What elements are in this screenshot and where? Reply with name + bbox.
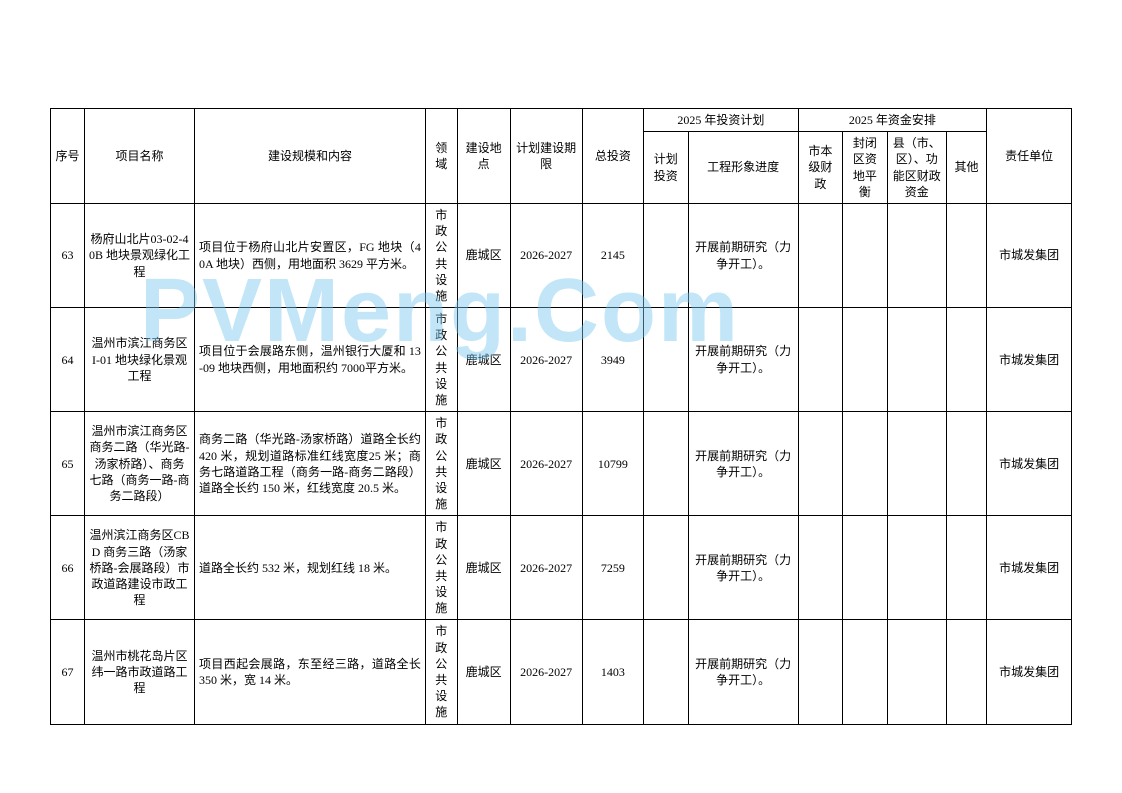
col-content: 建设规模和内容 bbox=[195, 109, 426, 204]
col-resp-unit: 责任单位 bbox=[987, 109, 1072, 204]
cell-location: 鹿城区 bbox=[457, 308, 510, 412]
cell-resp_unit: 市城发集团 bbox=[987, 412, 1072, 516]
col-total-invest: 总投资 bbox=[582, 109, 643, 204]
cell-county_fiscal bbox=[887, 412, 946, 516]
cell-plan_invest bbox=[644, 620, 688, 724]
cell-city_fiscal bbox=[798, 308, 842, 412]
cell-seq: 65 bbox=[51, 412, 85, 516]
cell-name: 温州滨江商务区CBD 商务三路（汤家桥路-会展路段）市政道路建设市政工程 bbox=[84, 516, 194, 620]
cell-location: 鹿城区 bbox=[457, 412, 510, 516]
cell-total_invest: 10799 bbox=[582, 412, 643, 516]
cell-county_fiscal bbox=[887, 203, 946, 307]
cell-closed_land bbox=[843, 412, 887, 516]
table-row: 63杨府山北片03-02-40B 地块景观绿化工程项目位于杨府山北片安置区，FG… bbox=[51, 203, 1072, 307]
cell-location: 鹿城区 bbox=[457, 620, 510, 724]
col-plan-group: 2025 年投资计划 bbox=[644, 109, 799, 132]
cell-domain: 市政公共设施 bbox=[425, 412, 457, 516]
cell-resp_unit: 市城发集团 bbox=[987, 203, 1072, 307]
table-row: 64温州市滨江商务区 I-01 地块绿化景观工程项目位于会展路东侧，温州银行大厦… bbox=[51, 308, 1072, 412]
cell-progress: 开展前期研究（力争开工）。 bbox=[688, 203, 798, 307]
cell-domain: 市政公共设施 bbox=[425, 203, 457, 307]
col-name: 项目名称 bbox=[84, 109, 194, 204]
cell-county_fiscal bbox=[887, 620, 946, 724]
cell-progress: 开展前期研究（力争开工）。 bbox=[688, 412, 798, 516]
cell-progress: 开展前期研究（力争开工）。 bbox=[688, 620, 798, 724]
cell-period: 2026-2027 bbox=[510, 412, 582, 516]
cell-period: 2026-2027 bbox=[510, 308, 582, 412]
cell-other bbox=[946, 308, 986, 412]
cell-city_fiscal bbox=[798, 203, 842, 307]
cell-closed_land bbox=[843, 516, 887, 620]
cell-period: 2026-2027 bbox=[510, 203, 582, 307]
cell-county_fiscal bbox=[887, 308, 946, 412]
col-other: 其他 bbox=[946, 132, 986, 204]
document-page: PVMeng.Com 序号 项目名称 建设规模和内容 领域 建设地点 bbox=[0, 0, 1122, 793]
cell-domain: 市政公共设施 bbox=[425, 620, 457, 724]
cell-progress: 开展前期研究（力争开工）。 bbox=[688, 308, 798, 412]
cell-content: 项目位于杨府山北片安置区，FG 地块（40A 地块）西侧，用地面积 3629 平… bbox=[195, 203, 426, 307]
cell-total_invest: 2145 bbox=[582, 203, 643, 307]
cell-resp_unit: 市城发集团 bbox=[987, 308, 1072, 412]
table-row: 65温州市滨江商务区商务二路（华光路-汤家桥路）、商务七路（商务一路-商务二路段… bbox=[51, 412, 1072, 516]
cell-content: 商务二路（华光路-汤家桥路）道路全长约 420 米，规划道路标准红线宽度25 米… bbox=[195, 412, 426, 516]
cell-other bbox=[946, 620, 986, 724]
cell-seq: 66 bbox=[51, 516, 85, 620]
cell-location: 鹿城区 bbox=[457, 516, 510, 620]
cell-plan_invest bbox=[644, 203, 688, 307]
cell-domain: 市政公共设施 bbox=[425, 308, 457, 412]
col-closed-land: 封闭区资地平衡 bbox=[843, 132, 887, 204]
col-plan-invest: 计划投资 bbox=[644, 132, 688, 204]
cell-closed_land bbox=[843, 308, 887, 412]
cell-name: 温州市滨江商务区 I-01 地块绿化景观工程 bbox=[84, 308, 194, 412]
cell-seq: 63 bbox=[51, 203, 85, 307]
table-body: 63杨府山北片03-02-40B 地块景观绿化工程项目位于杨府山北片安置区，FG… bbox=[51, 203, 1072, 724]
cell-county_fiscal bbox=[887, 516, 946, 620]
cell-closed_land bbox=[843, 203, 887, 307]
table-row: 66温州滨江商务区CBD 商务三路（汤家桥路-会展路段）市政道路建设市政工程道路… bbox=[51, 516, 1072, 620]
cell-seq: 67 bbox=[51, 620, 85, 724]
cell-city_fiscal bbox=[798, 516, 842, 620]
col-fund-group: 2025 年资金安排 bbox=[798, 109, 986, 132]
cell-total_invest: 3949 bbox=[582, 308, 643, 412]
cell-name: 温州市滨江商务区商务二路（华光路-汤家桥路）、商务七路（商务一路-商务二路段） bbox=[84, 412, 194, 516]
col-period: 计划建设期限 bbox=[510, 109, 582, 204]
col-domain: 领域 bbox=[425, 109, 457, 204]
cell-period: 2026-2027 bbox=[510, 620, 582, 724]
table-row: 67温州市桃花岛片区纬一路市政道路工程项目西起会展路，东至经三路，道路全长 35… bbox=[51, 620, 1072, 724]
col-county-fiscal: 县（市、区）、功能区财政资金 bbox=[887, 132, 946, 204]
cell-other bbox=[946, 412, 986, 516]
cell-total_invest: 1403 bbox=[582, 620, 643, 724]
cell-plan_invest bbox=[644, 412, 688, 516]
cell-seq: 64 bbox=[51, 308, 85, 412]
cell-resp_unit: 市城发集团 bbox=[987, 516, 1072, 620]
col-seq: 序号 bbox=[51, 109, 85, 204]
cell-content: 道路全长约 532 米，规划红线 18 米。 bbox=[195, 516, 426, 620]
cell-other bbox=[946, 516, 986, 620]
cell-city_fiscal bbox=[798, 412, 842, 516]
cell-closed_land bbox=[843, 620, 887, 724]
cell-content: 项目位于会展路东侧，温州银行大厦和 13-09 地块西侧，用地面积约 7000平… bbox=[195, 308, 426, 412]
cell-name: 杨府山北片03-02-40B 地块景观绿化工程 bbox=[84, 203, 194, 307]
cell-other bbox=[946, 203, 986, 307]
table-header: 序号 项目名称 建设规模和内容 领域 建设地点 计划建设期限 总投资 2025 … bbox=[51, 109, 1072, 204]
cell-domain: 市政公共设施 bbox=[425, 516, 457, 620]
cell-plan_invest bbox=[644, 308, 688, 412]
cell-progress: 开展前期研究（力争开工）。 bbox=[688, 516, 798, 620]
cell-resp_unit: 市城发集团 bbox=[987, 620, 1072, 724]
cell-plan_invest bbox=[644, 516, 688, 620]
cell-city_fiscal bbox=[798, 620, 842, 724]
col-city-fiscal: 市本级财政 bbox=[798, 132, 842, 204]
cell-period: 2026-2027 bbox=[510, 516, 582, 620]
cell-name: 温州市桃花岛片区纬一路市政道路工程 bbox=[84, 620, 194, 724]
cell-content: 项目西起会展路，东至经三路，道路全长 350 米，宽 14 米。 bbox=[195, 620, 426, 724]
projects-table: 序号 项目名称 建设规模和内容 领域 建设地点 计划建设期限 总投资 2025 … bbox=[50, 108, 1072, 725]
col-location: 建设地点 bbox=[457, 109, 510, 204]
cell-total_invest: 7259 bbox=[582, 516, 643, 620]
col-progress: 工程形象进度 bbox=[688, 132, 798, 204]
cell-location: 鹿城区 bbox=[457, 203, 510, 307]
